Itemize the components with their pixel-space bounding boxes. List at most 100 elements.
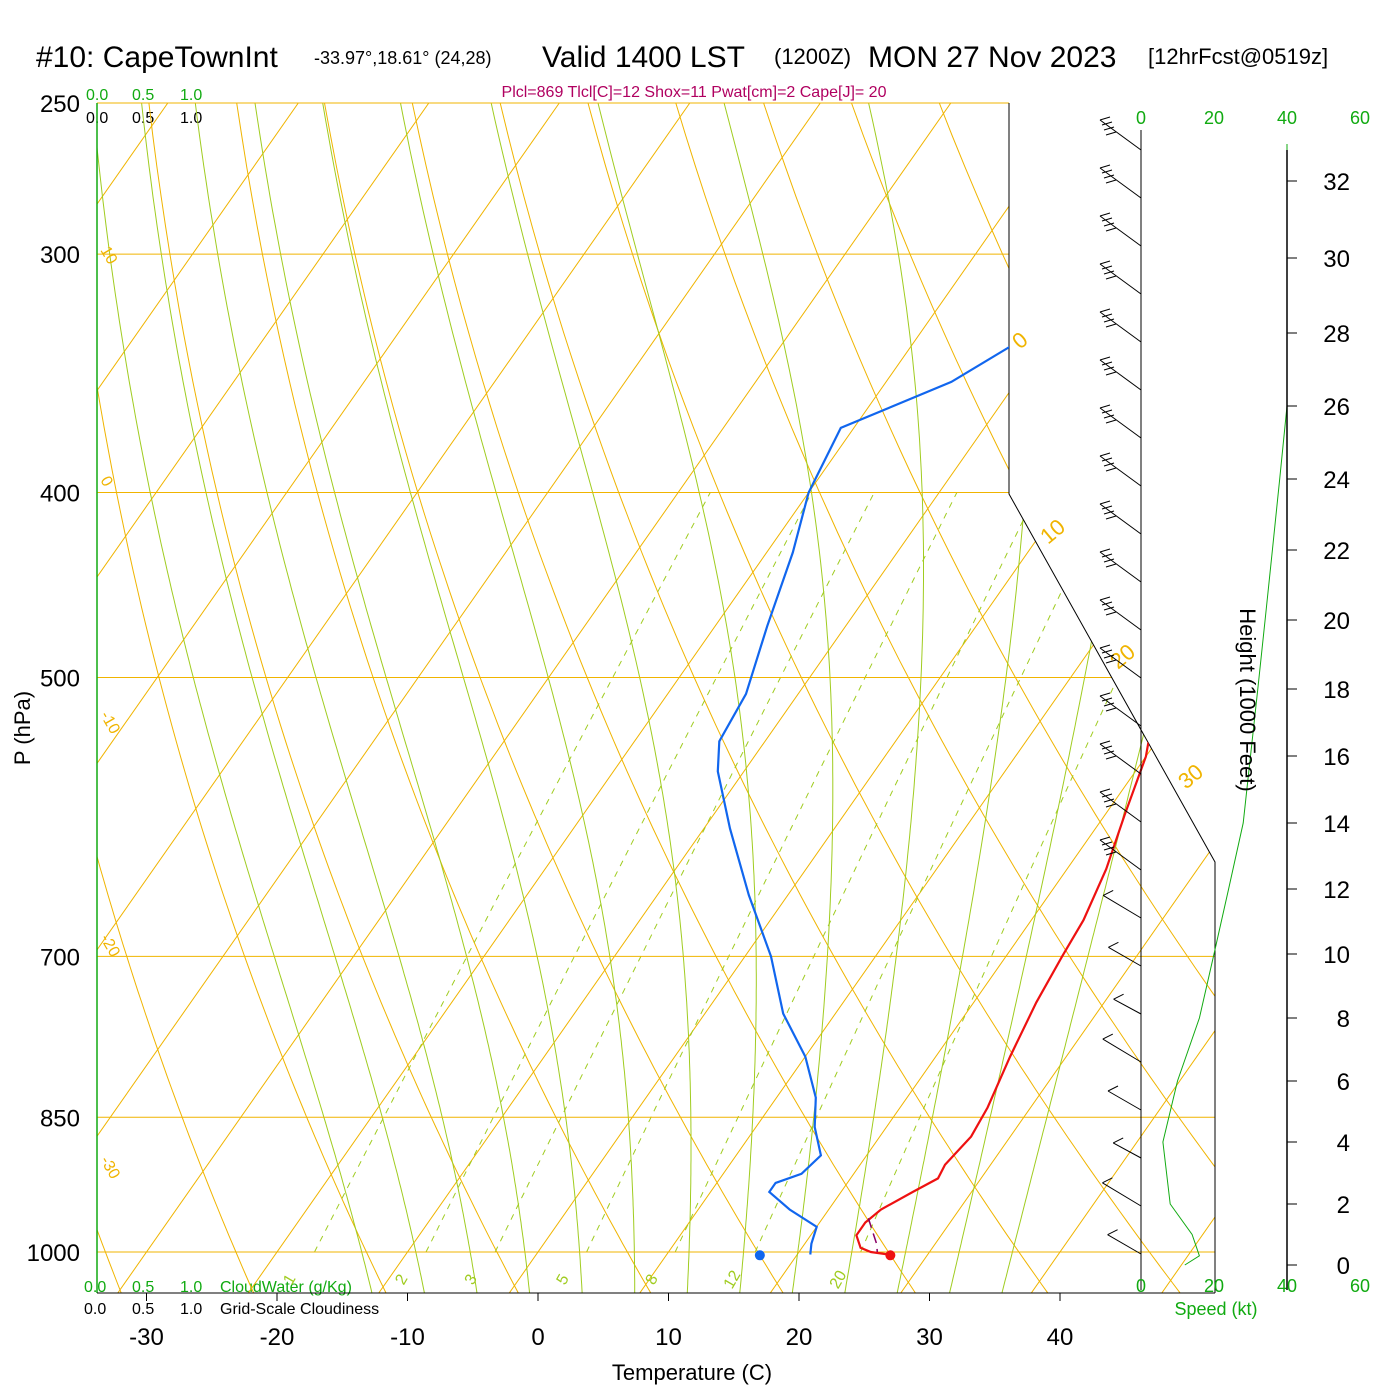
thermo-grid <box>97 103 1400 1300</box>
wind-barb-flag <box>1099 500 1111 505</box>
isotherm <box>373 103 1213 1293</box>
pressure-tick-label: 400 <box>40 481 80 508</box>
mixing-ratio-label: 5 <box>554 1272 573 1288</box>
height-tick-label: 32 <box>1323 169 1350 196</box>
wind-barb <box>1099 692 1142 727</box>
pressure-tick-label: 850 <box>40 1105 80 1132</box>
wind-barb-flag <box>1105 467 1117 472</box>
speed-tick-top: 40 <box>1277 108 1297 128</box>
wind-barb-flag <box>1105 515 1117 520</box>
wind-barb-flag <box>1101 649 1113 654</box>
wind-barb-staff <box>1099 215 1142 247</box>
wind-barb-flag <box>1101 409 1113 414</box>
height-axis-label: Height (1000 Feet) <box>1235 608 1260 791</box>
pressure-tick-label: 700 <box>40 944 80 971</box>
wind-barb-flag <box>1102 889 1114 896</box>
mixing-ratio-line <box>754 492 1110 1253</box>
wind-barb-staff <box>1108 946 1142 967</box>
wind-barb <box>1102 1033 1142 1063</box>
height-tick-label: 4 <box>1337 1130 1350 1157</box>
wind-barb-flag <box>1103 366 1115 371</box>
cloudiness-label: Grid-Scale Cloudiness <box>220 1301 379 1318</box>
wind-barb-flag <box>1108 941 1119 948</box>
isotherm <box>1025 103 1215 1293</box>
dry-adiabat <box>675 103 1215 1293</box>
wind-barb <box>1099 404 1142 439</box>
cloud-scale-bottom-green-0: 0.0 <box>84 1279 106 1296</box>
wind-barb-flag <box>1101 121 1113 126</box>
speed-tick-top: 20 <box>1204 108 1224 128</box>
wind-barb-flag <box>1101 841 1113 846</box>
wind-barb <box>1099 212 1142 247</box>
wind-barb-flag <box>1103 462 1115 467</box>
wind-barb-flag <box>1103 558 1115 563</box>
temperature-tick-label: 0 <box>531 1324 544 1351</box>
temperature-tick-label: 30 <box>916 1324 943 1351</box>
wind-barb-flag <box>1103 222 1115 227</box>
cloud-scale-bottom-black-1: 0.5 <box>132 1301 154 1318</box>
plot-frame <box>96 102 1216 1294</box>
height-tick-label: 2 <box>1337 1192 1350 1219</box>
wind-speed-profile <box>1162 144 1288 1266</box>
wind-barb-flag <box>1099 596 1111 601</box>
isotherm <box>97 103 430 1293</box>
dry-adiabat-label: -20 <box>97 932 123 961</box>
wind-barb-flag <box>1103 702 1115 707</box>
speed-tick-bottom: 0 <box>1136 1276 1146 1296</box>
wind-barb-flag <box>1103 414 1115 419</box>
wind-barb-staff <box>1102 894 1142 919</box>
moist-adiabat <box>141 103 427 1293</box>
wind-barb-flag <box>1099 260 1111 265</box>
speed-tick-top: 0 <box>1136 108 1146 128</box>
wind-barb-flag <box>1103 846 1115 851</box>
wind-barb-flag <box>1103 318 1115 323</box>
wind-barb-staff <box>1102 1038 1142 1063</box>
wind-barb <box>1099 452 1142 487</box>
mixing-ratio-label: 3 <box>462 1272 481 1288</box>
wind-barb-flag <box>1099 404 1111 409</box>
pressure-tick-label: 1000 <box>27 1240 80 1267</box>
wind-barb <box>1099 596 1142 631</box>
pressure-tick-label: 250 <box>40 91 80 118</box>
wind-barb-flag <box>1105 275 1117 280</box>
wind-barb-flag <box>1102 1033 1114 1040</box>
valid-date: MON 27 Nov 2023 <box>868 41 1116 74</box>
wind-barb-staff <box>1099 359 1142 391</box>
dry-adiabat <box>1378 103 1400 1300</box>
wind-barb <box>1099 644 1142 679</box>
isotherm <box>895 103 1215 1293</box>
height-tick-label: 22 <box>1323 538 1350 565</box>
temperature-tick-label: 10 <box>655 1324 682 1351</box>
temperature-line <box>855 135 1215 1256</box>
cloud-scale-top-green-2: 1.0 <box>180 87 202 104</box>
wind-barb-staff <box>1107 1234 1142 1255</box>
zulu-time: (1200Z) <box>774 44 851 69</box>
wind-barb-flag <box>1099 644 1111 649</box>
isotherm-label: 10 <box>1035 514 1070 549</box>
height-tick-label: 6 <box>1337 1069 1350 1096</box>
wind-barb-flag <box>1099 116 1111 121</box>
wind-barb-flag <box>1101 697 1113 702</box>
wind-barb-staff <box>1099 503 1142 535</box>
wind-barb <box>1099 356 1142 391</box>
isotherm <box>97 103 560 1293</box>
wind-barb-staff <box>1099 599 1142 631</box>
wind-barb-staff <box>1113 998 1142 1015</box>
speed-tick-top: 60 <box>1350 108 1370 128</box>
wind-barb-staff <box>1099 551 1142 583</box>
wind-barbs <box>1099 116 1288 1266</box>
moist-adiabat <box>254 103 531 1293</box>
wind-barb-flag <box>1103 126 1115 131</box>
station-title: #10: CapeTownInt <box>36 41 278 74</box>
cloud-scale-top-green-0: 0.0 <box>86 87 108 104</box>
isotherm-label: 0 <box>1007 327 1032 354</box>
wind-barb-flag <box>1103 270 1115 275</box>
wind-barb-flag <box>1099 548 1111 553</box>
wind-barb-flag <box>1112 1137 1124 1144</box>
height-tick-label: 16 <box>1323 744 1350 771</box>
wind-barb-flag <box>1101 745 1113 750</box>
mixing-ratio-line <box>586 492 958 1253</box>
wind-barb-staff <box>1099 455 1142 487</box>
wind-barb <box>1102 889 1142 919</box>
